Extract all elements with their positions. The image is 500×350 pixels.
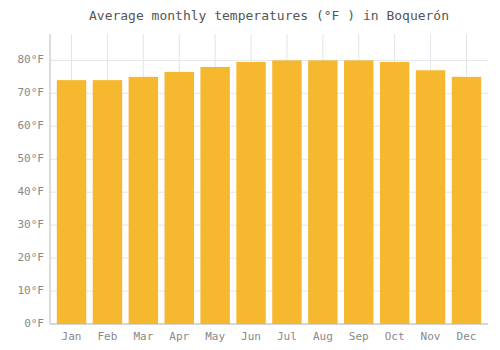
bar (380, 62, 409, 324)
y-tick-label: 60°F (18, 119, 45, 132)
x-tick-label: Sep (349, 330, 369, 343)
bar (272, 60, 301, 324)
x-tick-label: Nov (421, 330, 441, 343)
bar (129, 77, 158, 324)
y-tick-label: 80°F (18, 53, 45, 66)
title: Average monthly temperatures (°F ) in Bo… (89, 8, 449, 23)
y-tick-label: 70°F (18, 86, 45, 99)
y-tick-label: 0°F (24, 317, 44, 330)
bar (452, 77, 481, 324)
y-tick-label: 30°F (18, 218, 45, 231)
x-tick-label: Oct (385, 330, 405, 343)
y-tick-label: 10°F (18, 284, 45, 297)
y-grid-line (50, 60, 488, 61)
x-axis-line (50, 324, 488, 325)
x-tick-label: May (205, 330, 225, 343)
x-tick-label: Jul (277, 330, 297, 343)
x-tick-label: Jan (62, 330, 82, 343)
bar (165, 72, 194, 324)
x-tick-label: Feb (98, 330, 118, 343)
bar (344, 60, 373, 324)
y-tick-label: 50°F (18, 152, 45, 165)
x-tick-label: Mar (133, 330, 153, 343)
bar (200, 67, 229, 324)
chart-container: 0°F 10°F 20°F 30°F 40°F 50°F 60°F 70°F 80°F Jan Fe… (0, 0, 500, 350)
bars (57, 60, 481, 324)
bar (308, 60, 337, 324)
grid (50, 34, 488, 324)
bar (236, 62, 265, 324)
y-grid-line (50, 324, 488, 325)
x-tick-label: Dec (457, 330, 477, 343)
chart-svg: 0°F 10°F 20°F 30°F 40°F 50°F 60°F 70°F 80°F Jan Fe… (0, 0, 500, 350)
bar (57, 80, 86, 324)
x-tick-label: Jun (241, 330, 261, 343)
bar (416, 70, 445, 324)
y-tick-label: 20°F (18, 251, 45, 264)
y-axis-line (50, 34, 51, 324)
y-tick-label: 40°F (18, 185, 45, 198)
x-tick-label: Apr (169, 330, 189, 343)
bar (93, 80, 122, 324)
x-tick-label: Aug (313, 330, 333, 343)
